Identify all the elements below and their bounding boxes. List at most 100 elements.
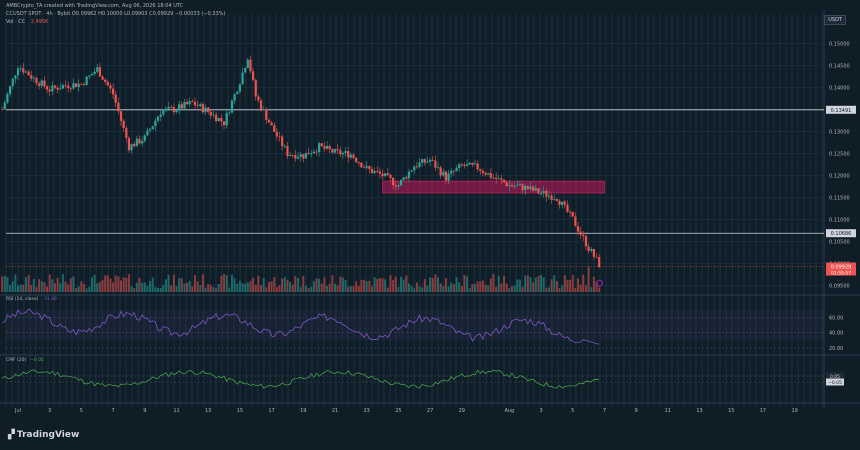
candle-bear[interactable] <box>355 157 358 162</box>
candle-bull[interactable] <box>590 249 593 251</box>
candle-bear[interactable] <box>484 172 487 175</box>
candle-bull[interactable] <box>399 180 403 186</box>
candle-bear[interactable] <box>294 155 297 159</box>
tradingview-logo[interactable]: ▞ TradingView <box>8 430 79 440</box>
candle-bear[interactable] <box>555 199 558 201</box>
candle-bear[interactable] <box>80 83 83 85</box>
candle-bear[interactable] <box>127 137 131 151</box>
candle-bull[interactable] <box>24 71 28 73</box>
candle-bear[interactable] <box>35 77 38 84</box>
candle-bull[interactable] <box>225 112 228 126</box>
candle-bear[interactable] <box>267 119 271 123</box>
candle-bear[interactable] <box>405 177 408 179</box>
replay-marker-icon[interactable] <box>595 279 603 287</box>
candle-bull[interactable] <box>8 86 12 95</box>
candle-bull[interactable] <box>51 85 54 92</box>
candle-bear[interactable] <box>550 195 553 200</box>
candle-bear[interactable] <box>587 246 590 251</box>
candle-bull[interactable] <box>539 193 543 194</box>
candle-bull[interactable] <box>487 173 490 175</box>
candle-bull[interactable] <box>455 168 458 172</box>
candle-bull[interactable] <box>19 68 22 70</box>
candle-bear[interactable] <box>537 188 540 194</box>
candle-bull[interactable] <box>429 159 432 162</box>
candle-bull[interactable] <box>310 153 313 155</box>
candle-bull[interactable] <box>77 83 80 87</box>
candle-bear[interactable] <box>439 167 442 176</box>
candle-bear[interactable] <box>492 177 495 179</box>
candle-bull[interactable] <box>228 112 231 114</box>
candle-bull[interactable] <box>178 104 181 111</box>
candle-bull[interactable] <box>402 177 405 181</box>
candle-bear[interactable] <box>479 169 482 171</box>
candle-bull[interactable] <box>238 84 241 92</box>
candle-bull[interactable] <box>333 148 337 153</box>
candle-bull[interactable] <box>542 190 545 194</box>
candle-bear[interactable] <box>370 168 374 173</box>
candle-bear[interactable] <box>207 107 210 112</box>
candle-bull[interactable] <box>384 173 387 177</box>
candle-bear[interactable] <box>30 75 33 79</box>
candle-bull[interactable] <box>283 146 286 147</box>
candle-bear[interactable] <box>196 105 199 107</box>
candle-bear[interactable] <box>265 109 268 120</box>
candle-bear[interactable] <box>502 179 506 183</box>
candle-bull[interactable] <box>159 114 162 117</box>
candle-bear[interactable] <box>222 121 226 126</box>
candle-bear[interactable] <box>114 94 117 103</box>
candle-bull[interactable] <box>14 75 17 79</box>
candle-bull[interactable] <box>167 106 170 109</box>
candle-bull[interactable] <box>426 161 429 163</box>
candle-bear[interactable] <box>38 83 41 86</box>
candle-bear[interactable] <box>452 170 455 172</box>
candle-bear[interactable] <box>460 164 463 166</box>
candle-bear[interactable] <box>1 109 4 111</box>
candle-bear[interactable] <box>378 171 382 174</box>
candle-bear[interactable] <box>193 101 197 106</box>
candle-bull[interactable] <box>373 171 376 173</box>
candle-bear[interactable] <box>69 87 72 89</box>
candle-bear[interactable] <box>259 100 263 110</box>
candle-bear[interactable] <box>362 167 366 169</box>
candle-bear[interactable] <box>257 96 260 101</box>
candle-bull[interactable] <box>212 114 215 116</box>
candle-bull[interactable] <box>72 83 75 89</box>
candle-bear[interactable] <box>500 178 503 180</box>
candle-bear[interactable] <box>463 164 466 167</box>
candle-bear[interactable] <box>579 231 582 235</box>
candle-bear[interactable] <box>392 177 395 186</box>
candle-bull[interactable] <box>156 116 160 121</box>
candle-bear[interactable] <box>582 234 585 237</box>
candle-bear[interactable] <box>109 85 112 89</box>
candle-bull[interactable] <box>473 163 477 165</box>
candle-bull[interactable] <box>529 186 532 190</box>
candle-bear[interactable] <box>415 166 418 168</box>
candle-bull[interactable] <box>241 72 244 85</box>
candle-bear[interactable] <box>170 106 173 108</box>
candle-bear[interactable] <box>532 186 535 191</box>
candle-bear[interactable] <box>119 111 123 121</box>
candle-bull[interactable] <box>6 94 9 103</box>
candle-bull[interactable] <box>40 80 43 86</box>
candle-bull[interactable] <box>61 85 65 89</box>
candle-bear[interactable] <box>476 163 479 170</box>
candle-bull[interactable] <box>130 144 133 151</box>
candle-bear[interactable] <box>138 138 141 144</box>
candle-bear[interactable] <box>252 71 255 80</box>
candle-bear[interactable] <box>584 236 588 247</box>
candle-bull[interactable] <box>436 167 440 169</box>
candle-bull[interactable] <box>450 170 453 174</box>
candle-bull[interactable] <box>164 108 168 111</box>
candle-bull[interactable] <box>547 195 551 197</box>
candle-bear[interactable] <box>563 201 566 205</box>
candle-bull[interactable] <box>407 171 411 179</box>
candle-bear[interactable] <box>315 151 318 153</box>
candle-bull[interactable] <box>413 166 416 171</box>
candle-bear[interactable] <box>117 102 120 112</box>
candle-bull[interactable] <box>11 78 14 87</box>
candle-bear[interactable] <box>133 144 136 147</box>
candle-bear[interactable] <box>505 182 508 187</box>
candle-bull[interactable] <box>175 110 178 112</box>
candle-bear[interactable] <box>270 122 273 126</box>
